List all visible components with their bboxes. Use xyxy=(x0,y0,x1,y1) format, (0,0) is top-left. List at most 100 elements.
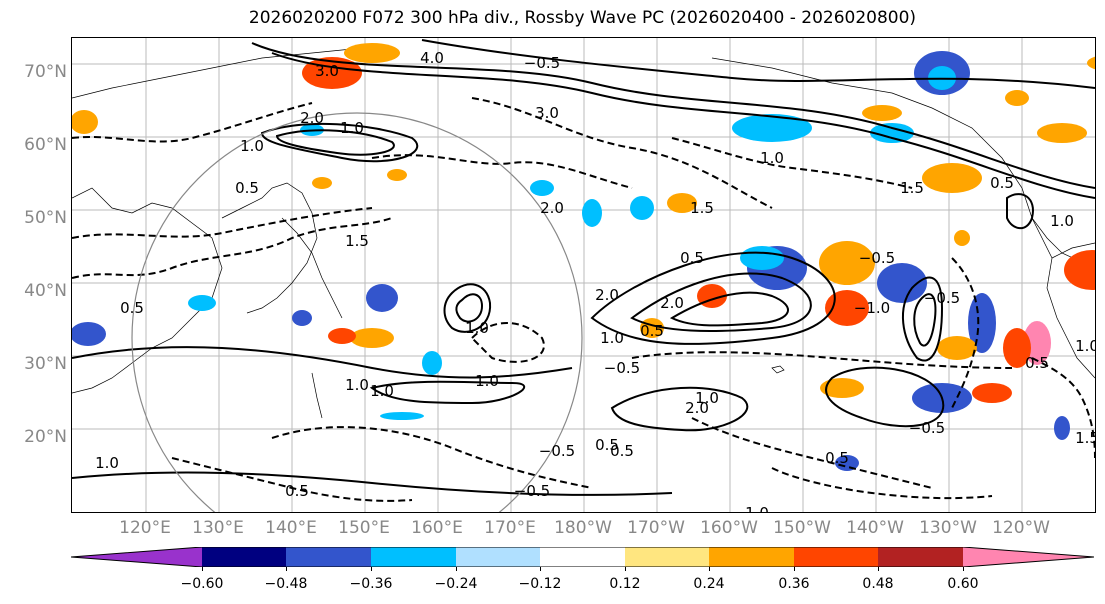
colorbar-segment xyxy=(625,547,709,567)
positive-contour xyxy=(901,276,944,362)
fill-blob xyxy=(825,290,869,326)
positive-contour xyxy=(260,122,419,163)
fill-blob xyxy=(630,196,654,220)
fill-blob xyxy=(922,163,982,193)
negative-contour xyxy=(171,457,413,502)
lon-label-170w: 170°W xyxy=(627,518,685,538)
fill-blob xyxy=(1003,328,1031,368)
contour-label: 0.5 xyxy=(285,482,309,500)
colorbar-segment xyxy=(794,547,878,567)
negative-contour xyxy=(671,137,913,189)
contour-label: 2.0 xyxy=(540,199,564,217)
contour-label: 1.0 xyxy=(240,137,264,155)
lon-label-170e: 170°E xyxy=(484,518,536,538)
contour-label: 1.0 xyxy=(345,376,369,394)
lat-label-50n: 50°N xyxy=(24,208,67,228)
lon-label-150w: 150°W xyxy=(773,518,831,538)
contour-label: 1.0 xyxy=(745,504,769,512)
graticule xyxy=(72,38,1095,512)
positive-contour xyxy=(610,386,749,432)
contour-label: 1.5 xyxy=(1075,429,1095,447)
contour-label: 1.5 xyxy=(900,179,924,197)
fill-blob xyxy=(740,246,784,270)
contour-label: −0.5 xyxy=(924,289,960,307)
contour-label: −0.5 xyxy=(524,54,560,72)
fill-blob xyxy=(292,310,312,326)
colorbar-tick xyxy=(625,567,626,571)
positive-contour xyxy=(72,346,573,379)
philippines-coast xyxy=(311,372,323,419)
divergence-fills xyxy=(72,43,1095,471)
positive-contour xyxy=(275,129,395,156)
fill-blob xyxy=(328,328,356,344)
contour-label: 0.5 xyxy=(120,299,144,317)
lat-label-40n: 40°N xyxy=(24,281,67,301)
fill-blob xyxy=(1064,250,1095,290)
contour-label: 1.5 xyxy=(690,199,714,217)
lat-label-60n: 60°N xyxy=(24,135,67,155)
lat-label-70n: 70°N xyxy=(24,62,67,82)
colorbar-segment xyxy=(371,547,456,567)
colorbar-tick-label: −0.48 xyxy=(264,576,308,592)
fill-blob xyxy=(366,284,398,312)
negative-contour xyxy=(631,351,1013,369)
fill-blob xyxy=(344,43,400,63)
colorbar-tick xyxy=(456,567,457,571)
siberia-coast xyxy=(72,47,363,99)
colorbar-segments xyxy=(71,547,1094,567)
fill-blob xyxy=(1005,90,1029,106)
contour-label: −0.5 xyxy=(514,482,550,500)
fill-blob xyxy=(819,241,875,285)
colorbar-tick-label: 0.12 xyxy=(609,576,641,592)
colorbar-tick xyxy=(963,567,964,571)
japan-island-coast xyxy=(281,217,343,319)
contour-label: 2.0 xyxy=(595,286,619,304)
negative-contour xyxy=(691,417,933,489)
contour-label: 1.0 xyxy=(465,319,489,337)
lon-label-130e: 130°E xyxy=(192,518,244,538)
positive-contour xyxy=(669,291,789,327)
positive-contour xyxy=(369,380,526,405)
negative-contour xyxy=(471,97,773,209)
contour-label: 3.0 xyxy=(315,62,339,80)
fill-blob xyxy=(350,328,394,348)
contour-label: 1.0 xyxy=(600,329,624,347)
colorbar-tick-label: 0.24 xyxy=(693,576,725,592)
negative-contour xyxy=(72,207,373,239)
colorbar-tick xyxy=(709,567,710,571)
contour-label: 0.5 xyxy=(990,174,1014,192)
colorbar-segment xyxy=(963,547,1094,567)
hawaii-island xyxy=(771,365,785,374)
fill-blob xyxy=(862,105,902,121)
contour-labels: 1.02.01.50.5−0.51.02.00.51.0−0.52.01.50.… xyxy=(95,49,1095,512)
colorbar-tick xyxy=(794,567,795,571)
contour-label: 1.0 xyxy=(95,454,119,472)
colorbar-tick-label: −0.24 xyxy=(434,576,478,592)
lon-label-160e: 160°E xyxy=(411,518,463,538)
colorbar xyxy=(71,547,1094,567)
colorbar-segment xyxy=(71,547,202,567)
lon-label-120w: 120°W xyxy=(992,518,1050,538)
negative-contour xyxy=(72,217,393,279)
lon-label-140e: 140°E xyxy=(265,518,317,538)
colorbar-tick xyxy=(540,567,541,571)
fill-blob xyxy=(387,169,407,181)
contour-label: −0.5 xyxy=(859,249,895,267)
contour-label: −0.5 xyxy=(539,442,575,460)
colorbar-segment xyxy=(540,547,625,567)
positive-contour xyxy=(590,251,836,345)
fill-blob xyxy=(72,110,98,134)
fill-blob xyxy=(667,193,697,213)
fill-blob xyxy=(870,123,914,143)
colorbar-tick xyxy=(286,567,287,571)
colorbar-tick-label: −0.12 xyxy=(518,576,562,592)
map-plot-area[interactable]: 1.02.01.50.5−0.51.02.00.51.0−0.52.01.50.… xyxy=(71,37,1096,513)
lon-label-140w: 140°W xyxy=(846,518,904,538)
fill-blob xyxy=(1037,123,1087,143)
contour-label: 1.0 xyxy=(340,119,364,137)
fill-blob xyxy=(188,295,216,311)
positive-contour xyxy=(913,293,937,347)
fill-blob xyxy=(835,455,859,471)
fill-blob xyxy=(312,177,332,189)
contour-label: 1.0 xyxy=(475,372,499,390)
